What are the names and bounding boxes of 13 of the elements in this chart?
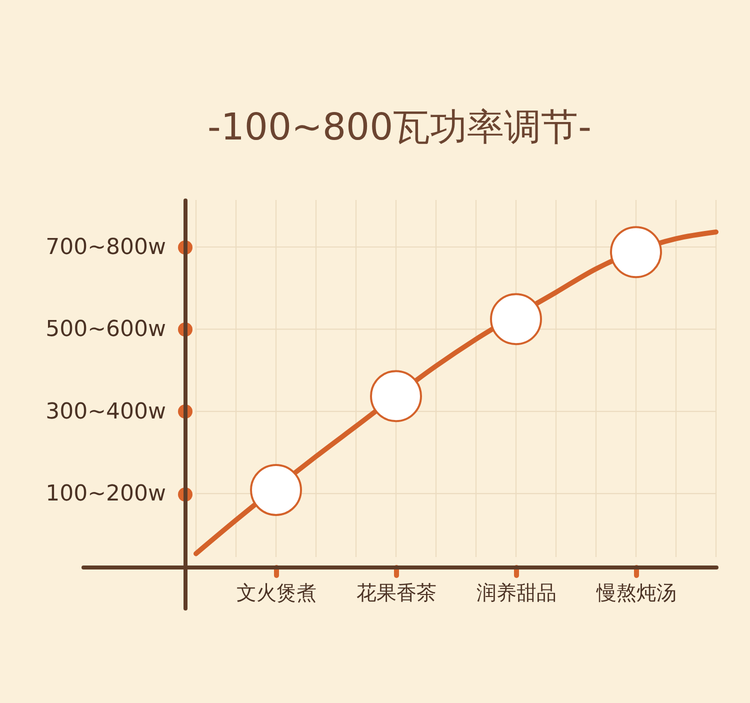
point: [610, 226, 662, 278]
x-tick-label: 润养甜品: [476, 580, 556, 604]
x-tick-label: 文火煲煮: [236, 580, 316, 604]
x-tick-label: 花果香茶: [356, 580, 436, 604]
text: 700~800w: [46, 235, 166, 260]
text: 300~400w: [46, 399, 166, 424]
chart-title: -100~800瓦功率调节-: [208, 105, 592, 148]
point: [490, 293, 542, 346]
text: 500~600w: [46, 317, 166, 342]
point: [250, 464, 302, 516]
x-tick-label: 慢熬炖汤: [596, 580, 676, 604]
point: [370, 370, 422, 422]
text: 100~200w: [46, 482, 166, 507]
